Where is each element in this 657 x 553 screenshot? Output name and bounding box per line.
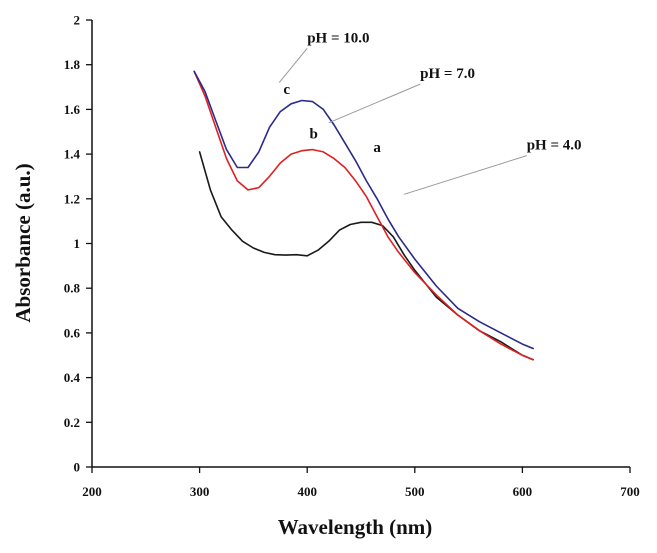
y-tick-label: 1.8 xyxy=(64,57,81,72)
series-layer xyxy=(193,70,535,361)
series-line-a xyxy=(198,151,535,361)
y-axis-title: Absorbance (a.u.) xyxy=(11,163,35,322)
x-tick-label: 400 xyxy=(297,484,317,499)
leader-line-a xyxy=(403,155,527,195)
annotation-c: pH = 10.0 xyxy=(307,30,369,46)
y-tick-label: 1.6 xyxy=(64,102,81,117)
annotation-b: pH = 7.0 xyxy=(420,66,475,82)
x-tick-label: 300 xyxy=(190,484,210,499)
x-tick-label: 200 xyxy=(82,484,102,499)
curve-letter-c: c xyxy=(283,82,290,98)
leader-line-c xyxy=(278,48,308,83)
leader-line-b xyxy=(328,83,421,124)
annotation-a: pH = 4.0 xyxy=(527,138,582,154)
curve-letter-a: a xyxy=(373,140,381,156)
annotation-layer: pH = 10.0 pH = 7.0 pH = 4.0 a b c xyxy=(278,30,582,195)
y-tick-label: 1.4 xyxy=(64,147,81,162)
y-tick-label: 0.6 xyxy=(64,325,81,340)
ticks: 0 0.2 0.4 0.6 0.8 1 1.2 1.4 1.6 1.8 2 200 300 400 500 6… xyxy=(64,13,640,500)
y-tick-label: 1.2 xyxy=(64,191,80,206)
series-line-c xyxy=(193,70,535,350)
y-tick-label: 0.8 xyxy=(64,281,81,296)
x-tick-label: 700 xyxy=(620,484,640,499)
series-line-b xyxy=(193,70,535,361)
x-tick-label: 500 xyxy=(405,484,425,499)
y-tick-label: 2 xyxy=(74,13,81,28)
curve-letter-b: b xyxy=(309,126,317,142)
axes xyxy=(91,20,630,468)
x-tick-label: 600 xyxy=(513,484,533,499)
y-tick-label: 0.4 xyxy=(64,370,81,385)
x-axis-title: Wavelength (nm) xyxy=(278,515,433,539)
y-tick-label: 0 xyxy=(74,460,81,475)
y-tick-label: 0.2 xyxy=(64,415,80,430)
y-tick-label: 1 xyxy=(74,236,81,251)
